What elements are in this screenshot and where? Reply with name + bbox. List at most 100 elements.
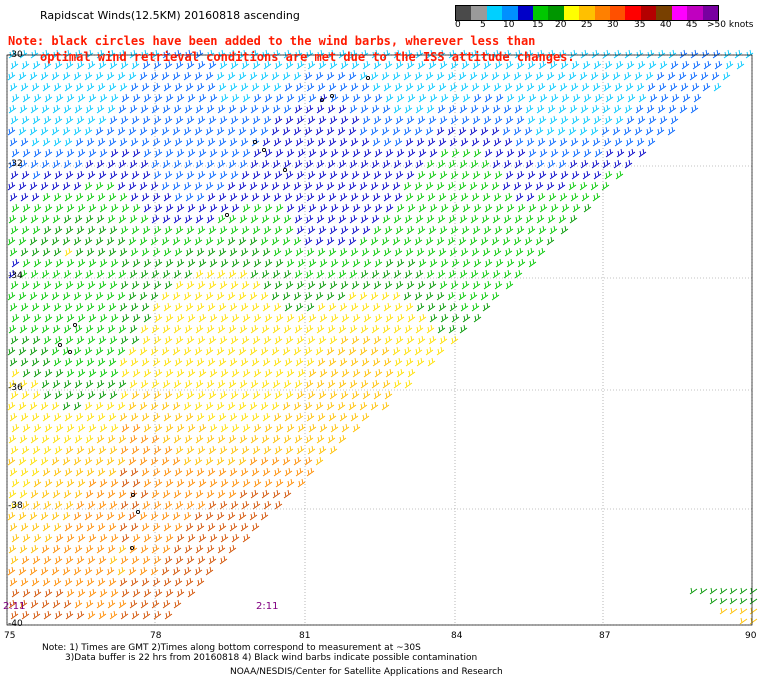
wind-barb (150, 126, 159, 136)
wind-barb (30, 324, 39, 334)
wind-barb (63, 269, 72, 279)
wind-barb (472, 60, 481, 70)
wind-barb (131, 115, 140, 125)
wind-barb (425, 181, 434, 191)
wind-barb (187, 588, 196, 598)
wind-barb (183, 456, 192, 466)
wind-barb (461, 60, 470, 70)
wind-barb (436, 71, 445, 81)
wind-barb (305, 434, 314, 444)
wind-barb (230, 170, 239, 180)
wind-barb (239, 104, 248, 114)
contamination-circle (57, 342, 63, 348)
wind-barb (416, 82, 425, 92)
wind-barb (66, 148, 75, 158)
wind-barb (42, 357, 51, 367)
wind-barb (84, 181, 93, 191)
wind-barb (52, 599, 61, 609)
wind-barb (183, 401, 192, 411)
wind-barb (185, 412, 194, 422)
wind-barb (55, 203, 64, 213)
wind-barb (447, 126, 456, 136)
wind-barb (142, 390, 151, 400)
wind-barb (11, 148, 20, 158)
wind-barb (241, 225, 250, 235)
wind-barb (209, 368, 218, 378)
wind-barb (722, 71, 731, 81)
wind-barb (153, 610, 162, 620)
wind-barb (437, 214, 446, 224)
wind-barb (348, 401, 357, 411)
wind-barb (297, 368, 306, 378)
wind-barb (436, 236, 445, 246)
wind-barb (44, 203, 53, 213)
wind-barb (634, 126, 643, 136)
wind-barb (131, 390, 140, 400)
wind-barb (341, 368, 350, 378)
wind-barb (154, 203, 163, 213)
wind-barb (9, 302, 18, 312)
wind-barb (739, 607, 748, 615)
wind-barb (282, 456, 291, 466)
wind-barb (548, 192, 557, 202)
wind-barb (195, 434, 204, 444)
wind-barb (262, 357, 271, 367)
wind-barb (52, 214, 61, 224)
wind-barb (393, 159, 402, 169)
wind-barb (506, 203, 515, 213)
wind-barb (349, 379, 358, 389)
wind-barb (272, 489, 281, 499)
wind-barb (271, 181, 280, 191)
wind-barb (195, 379, 204, 389)
wind-barb (217, 379, 226, 389)
wind-barb (404, 49, 413, 59)
wind-barb (198, 313, 207, 323)
wind-barb (513, 181, 522, 191)
wind-barb (469, 181, 478, 191)
wind-barb (129, 324, 138, 334)
wind-barb (337, 291, 346, 301)
wind-barb (172, 566, 181, 576)
wind-barb (396, 93, 405, 103)
wind-barb (31, 137, 40, 147)
wind-barb (459, 324, 468, 334)
wind-barb (107, 489, 116, 499)
wind-barb (275, 148, 284, 158)
wind-barb (195, 269, 204, 279)
wind-barb (151, 159, 160, 169)
wind-barb (690, 104, 699, 114)
wind-barb (32, 390, 41, 400)
wind-barb (165, 423, 174, 433)
wind-barb (76, 390, 85, 400)
wind-barb (384, 60, 393, 70)
wind-barb (327, 104, 336, 114)
wind-barb (174, 247, 183, 257)
wind-barb (403, 181, 412, 191)
wind-barb (304, 126, 313, 136)
wind-barb (97, 412, 106, 422)
wind-barb (216, 236, 225, 246)
wind-barb (220, 533, 229, 543)
wind-barb (249, 456, 258, 466)
wind-barb (406, 280, 415, 290)
wind-barb (482, 137, 491, 147)
wind-barb (176, 533, 185, 543)
wind-barb (293, 456, 302, 466)
wind-barb (184, 489, 193, 499)
wind-barb (482, 82, 491, 92)
wind-barb (439, 170, 448, 180)
wind-barb (360, 49, 369, 59)
wind-barb (165, 148, 174, 158)
wind-barb (263, 225, 272, 235)
wind-barb (185, 522, 194, 532)
wind-barb (161, 181, 170, 191)
wind-barb (371, 379, 380, 389)
wind-barb (162, 324, 171, 334)
wind-barb (581, 192, 590, 202)
wind-barb (85, 599, 94, 609)
wind-barb (495, 203, 504, 213)
wind-barb (117, 181, 126, 191)
wind-barb (330, 423, 339, 433)
wind-barb (415, 324, 424, 334)
wind-barb (502, 126, 511, 136)
